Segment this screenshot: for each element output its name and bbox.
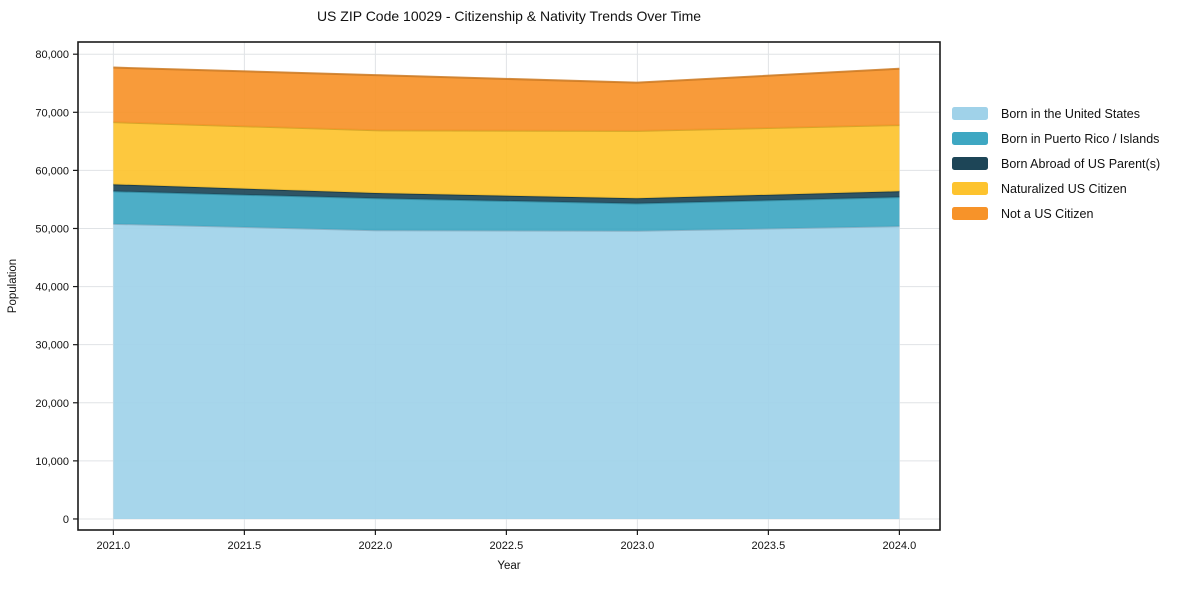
legend-label: Not a US Citizen [1001, 206, 1094, 221]
legend-item-2: Born in Puerto Rico / Islands [952, 126, 1160, 151]
area-5 [113, 67, 900, 131]
area-2 [113, 191, 900, 231]
legend-swatch [952, 132, 988, 145]
legend-label: Born Abroad of US Parent(s) [1001, 156, 1161, 171]
legend-item-3: Born Abroad of US Parent(s) [952, 151, 1160, 176]
y-tick-label: 60,000 [35, 165, 69, 177]
legend-swatch [952, 182, 988, 195]
y-tick-label: 30,000 [35, 340, 69, 352]
y-tick-label: 0 [63, 514, 69, 526]
y-tick-label: 50,000 [35, 223, 69, 235]
x-tick-label: 2024.0 [883, 540, 917, 552]
area-4 [113, 122, 900, 199]
legend-swatch [952, 207, 988, 220]
chart-title: US ZIP Code 10029 - Citizenship & Nativi… [316, 8, 702, 24]
x-tick-label: 2023.5 [752, 540, 786, 552]
area-1 [113, 223, 900, 519]
area-3 [113, 184, 900, 204]
x-tick-label: 2022.0 [359, 540, 393, 552]
legend-label: Born in Puerto Rico / Islands [1001, 131, 1160, 146]
legend-label: Born in the United States [1001, 106, 1140, 121]
y-tick-label: 20,000 [35, 398, 69, 410]
y-tick-label: 10,000 [35, 456, 69, 468]
legend: Born in the United States Born in Puerto … [952, 101, 1160, 226]
area-edge-5 [113, 66, 900, 84]
y-tick-label: 80,000 [35, 49, 69, 61]
legend-swatch [952, 107, 988, 120]
x-tick-label: 2022.5 [490, 540, 524, 552]
legend-item-1: Born in the United States [952, 101, 1160, 126]
legend-item-4: Naturalized US Citizen [952, 176, 1160, 201]
legend-item-5: Not a US Citizen [952, 201, 1160, 226]
y-tick-label: 70,000 [35, 107, 69, 119]
x-tick-label: 2021.0 [97, 540, 131, 552]
x-axis-label: Year [497, 560, 521, 572]
legend-label: Naturalized US Citizen [1001, 181, 1127, 196]
x-tick-label: 2021.5 [228, 540, 262, 552]
legend-swatch [952, 157, 988, 170]
y-tick-label: 40,000 [35, 282, 69, 294]
x-tick-label: 2023.0 [621, 540, 655, 552]
y-axis-label: Population [7, 258, 19, 314]
